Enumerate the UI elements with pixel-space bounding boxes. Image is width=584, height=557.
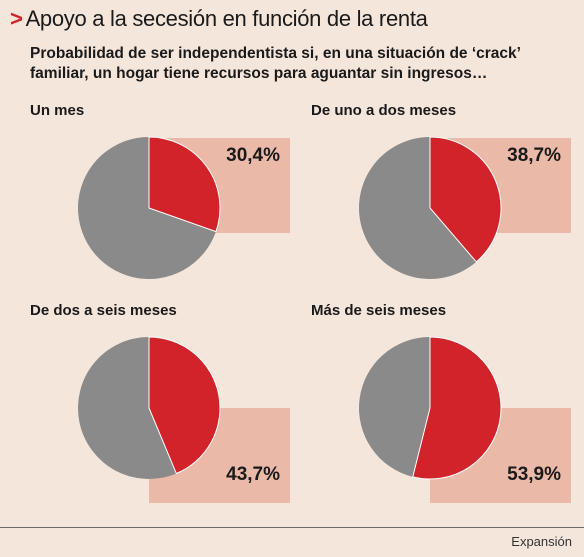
footer-divider: [0, 527, 584, 528]
pie-value-label: 38,7%: [507, 145, 561, 166]
pie-panel-1: Un mes 30,4%: [30, 102, 302, 312]
pie-slice-rest: [359, 137, 477, 280]
pie-label: De uno a dos meses: [311, 102, 457, 119]
source-credit: Expansión: [511, 534, 572, 549]
pie-value-label: 53,9%: [507, 464, 561, 485]
pie-chart-svg: 38,7%: [359, 136, 571, 280]
pie-chart-svg: 30,4%: [78, 136, 290, 280]
pie-chart-svg: 53,9%: [359, 336, 571, 503]
chart-title: > Apoyo a la secesión en función de la re…: [10, 6, 428, 32]
pie-value-label: 43,7%: [226, 464, 280, 485]
pie-slice-independentista: [412, 336, 502, 480]
pie-slice-independentista: [429, 136, 502, 263]
chart-subtitle: Probabilidad de ser independentista si, …: [30, 45, 521, 82]
title-marker: >: [10, 6, 23, 31]
title-text: Apoyo a la secesión en función de la ren…: [25, 6, 428, 31]
pie-slice-rest: [78, 137, 216, 280]
pie-panel-4: Más de seis meses 53,9%: [311, 302, 583, 512]
pie-panel-2: De uno a dos meses 38,7%: [311, 102, 583, 312]
pie-value-label: 30,4%: [226, 145, 280, 166]
pie-chart-svg: 43,7%: [77, 336, 290, 503]
pie-label: Un mes: [30, 102, 85, 119]
pie-label: De dos a seis meses: [30, 302, 177, 319]
pie-slice-independentista: [148, 136, 221, 233]
pie-label: Más de seis meses: [311, 302, 447, 319]
pie-slice-rest: [77, 337, 177, 479]
pie-slice-rest: [359, 337, 430, 477]
pie-slice-independentista: [148, 336, 221, 475]
pie-panel-3: De dos a seis meses 43,7%: [30, 302, 302, 512]
